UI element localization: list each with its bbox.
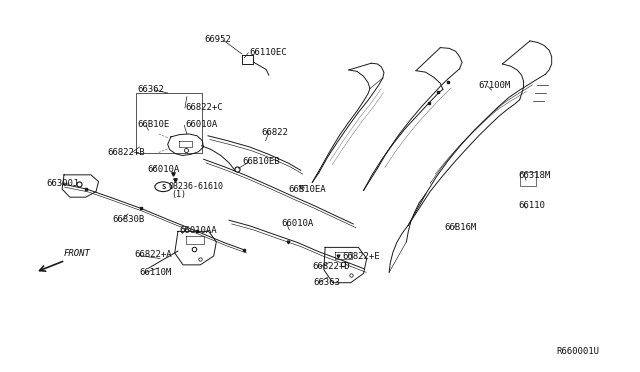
Text: 66830B: 66830B — [112, 215, 144, 224]
Text: 66110M: 66110M — [140, 268, 172, 277]
Text: 66822+A: 66822+A — [134, 250, 172, 259]
Text: R660001U: R660001U — [557, 347, 600, 356]
Text: 66B10EA: 66B10EA — [288, 185, 326, 194]
Text: 66B10EB: 66B10EB — [242, 157, 280, 166]
Text: 66110: 66110 — [518, 201, 545, 210]
Text: 66300J: 66300J — [46, 179, 78, 187]
Text: (1): (1) — [172, 190, 186, 199]
Text: 66010A: 66010A — [147, 165, 179, 174]
Text: 66362: 66362 — [137, 85, 164, 94]
Text: 66110EC: 66110EC — [250, 48, 287, 57]
Text: 66822+C: 66822+C — [186, 103, 223, 112]
Text: 66010A: 66010A — [282, 219, 314, 228]
Text: 66318M: 66318M — [518, 171, 550, 180]
Text: 66010AA: 66010AA — [179, 226, 217, 235]
Text: 66822+D: 66822+D — [312, 262, 350, 271]
Text: 66822: 66822 — [261, 128, 288, 137]
Text: 66B16M: 66B16M — [445, 223, 477, 232]
Text: 66B10E: 66B10E — [138, 120, 170, 129]
Text: 66822+E: 66822+E — [342, 252, 380, 261]
Text: 67100M: 67100M — [479, 81, 511, 90]
Text: 66822+B: 66822+B — [108, 148, 145, 157]
Text: 66952: 66952 — [204, 35, 231, 44]
Text: 08236-61610: 08236-61610 — [168, 182, 223, 190]
Text: 66010A: 66010A — [186, 120, 218, 129]
Text: FRONT: FRONT — [64, 249, 91, 258]
Bar — [520, 172, 536, 186]
Text: 66363: 66363 — [314, 278, 340, 287]
Text: S: S — [161, 184, 165, 190]
